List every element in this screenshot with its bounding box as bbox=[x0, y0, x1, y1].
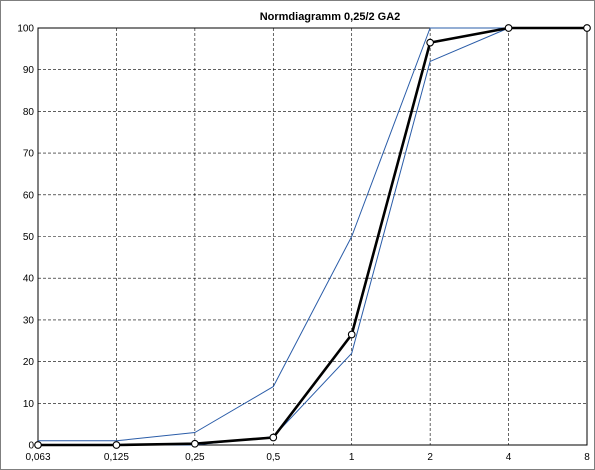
series-line-measured bbox=[38, 26, 587, 447]
x-tick-label: 0,125 bbox=[104, 452, 129, 463]
y-tick-label: 90 bbox=[23, 65, 35, 76]
data-point bbox=[269, 433, 278, 442]
y-tick-label: 80 bbox=[23, 107, 35, 118]
y-tick-label: 60 bbox=[23, 190, 35, 201]
series-line-upper-limit bbox=[38, 27, 587, 442]
x-tick-label: 0,25 bbox=[185, 452, 205, 463]
x-tick-label: 4 bbox=[506, 452, 512, 463]
x-tick-label: 8 bbox=[584, 452, 590, 463]
data-point bbox=[504, 24, 513, 32]
y-tick-label: 70 bbox=[23, 149, 35, 160]
data-point bbox=[112, 441, 121, 449]
y-tick-label: 30 bbox=[23, 315, 35, 326]
y-tick-label: 40 bbox=[23, 274, 35, 285]
x-tick-label: 1 bbox=[349, 452, 355, 463]
data-point bbox=[426, 38, 434, 47]
y-tick-label: 0 bbox=[28, 441, 34, 452]
x-tick-label: 2 bbox=[427, 452, 433, 463]
data-point bbox=[191, 439, 199, 448]
data-point bbox=[583, 24, 591, 32]
y-tick-label: 20 bbox=[23, 357, 35, 368]
x-tick-label: 0,5 bbox=[266, 452, 280, 463]
y-tick-label: 50 bbox=[23, 232, 35, 243]
plot-frame bbox=[37, 27, 588, 446]
x-tick-label: 0,063 bbox=[25, 452, 50, 463]
chart-title: Normdiagramm 0,25/2 GA2 bbox=[260, 11, 401, 23]
data-point bbox=[34, 441, 42, 449]
data-point bbox=[347, 330, 356, 339]
y-tick-label: 10 bbox=[23, 399, 35, 410]
y-tick-label: 100 bbox=[17, 24, 34, 35]
